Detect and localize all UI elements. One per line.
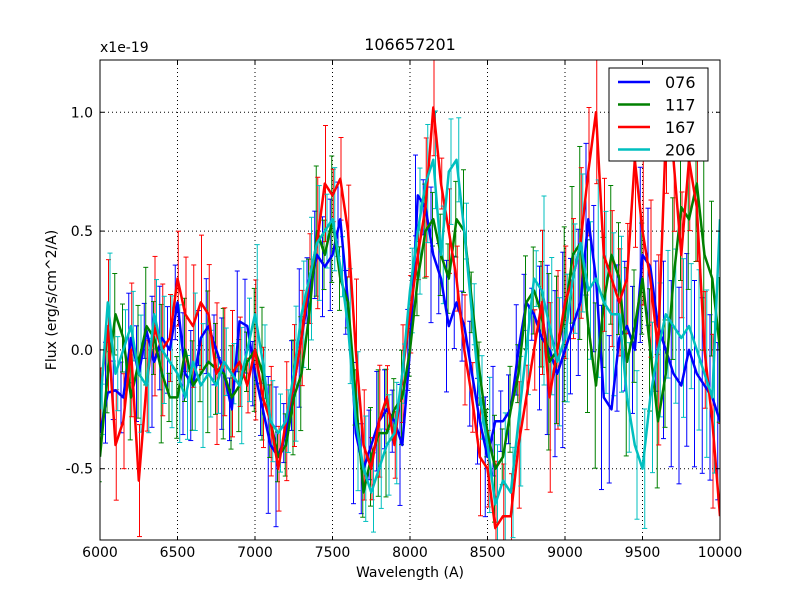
series-line-117 — [100, 182, 720, 494]
legend: 076 117 167 206 — [608, 67, 709, 162]
x-tick-label: 10000 — [698, 545, 743, 561]
y-axis-label: Flux (erg/s/cm^2/A) — [44, 230, 60, 370]
y-tick-label: -0.5 — [66, 462, 93, 478]
y-tick-label: 1.0 — [71, 105, 93, 121]
axis-ticks: 6000 6500 7000 7500 8000 8500 9000 9500 10000 -0.… — [66, 60, 743, 561]
x-axis-label: Wavelength (A) — [356, 565, 464, 581]
legend-label: 167 — [665, 118, 696, 137]
x-tick-label: 9500 — [625, 545, 661, 561]
series-line-167 — [100, 106, 720, 530]
x-tick-label: 8500 — [470, 545, 506, 561]
x-tick-label: 8000 — [392, 545, 428, 561]
series-layer — [100, 60, 720, 540]
series-line-206 — [100, 158, 720, 506]
legend-label: 117 — [665, 96, 696, 115]
legend-label: 206 — [665, 141, 696, 160]
x-tick-label: 9000 — [547, 545, 583, 561]
x-tick-label: 6000 — [82, 545, 118, 561]
y-tick-label: 0.0 — [71, 343, 93, 359]
legend-box — [608, 67, 709, 162]
x-tick-label: 7000 — [237, 545, 273, 561]
legend-label: 076 — [665, 73, 696, 92]
x-tick-label: 6500 — [160, 545, 196, 561]
y-offset-label: x1e-19 — [100, 40, 149, 56]
x-tick-label: 7500 — [315, 545, 351, 561]
y-tick-label: 0.5 — [71, 224, 93, 240]
chart-title: 106657201 — [364, 35, 456, 54]
